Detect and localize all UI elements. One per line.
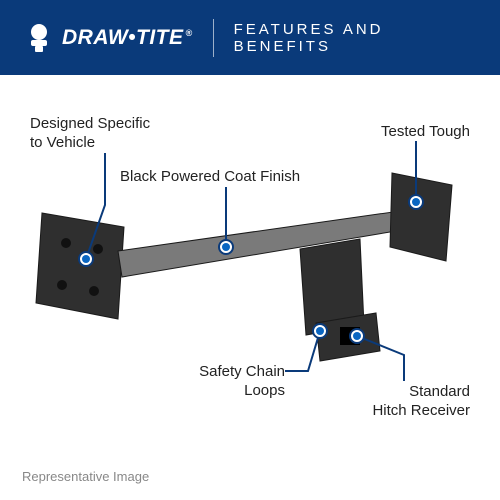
callout-coat: Black Powered Coat Finish bbox=[120, 168, 340, 187]
callout-receiver: StandardHitch Receiver bbox=[340, 383, 470, 421]
callout-loops: Safety ChainLoops bbox=[175, 363, 285, 401]
header-subtitle: FEATURES AND BENEFITS bbox=[234, 21, 478, 55]
callout-designed: Designed Specificto Vehicle bbox=[30, 115, 180, 153]
header-divider bbox=[213, 19, 214, 57]
product-diagram: Designed Specificto Vehicle Black Powered… bbox=[0, 75, 500, 500]
footer-note: Representative Image bbox=[22, 469, 149, 484]
hitch-ball-icon bbox=[22, 21, 56, 55]
header-bar: DRAW•TITE® FEATURES AND BENEFITS bbox=[0, 0, 500, 75]
brand-logo: DRAW•TITE® bbox=[22, 21, 193, 55]
callout-tested: Tested Tough bbox=[350, 123, 470, 142]
brand-name: DRAW•TITE® bbox=[62, 26, 193, 50]
